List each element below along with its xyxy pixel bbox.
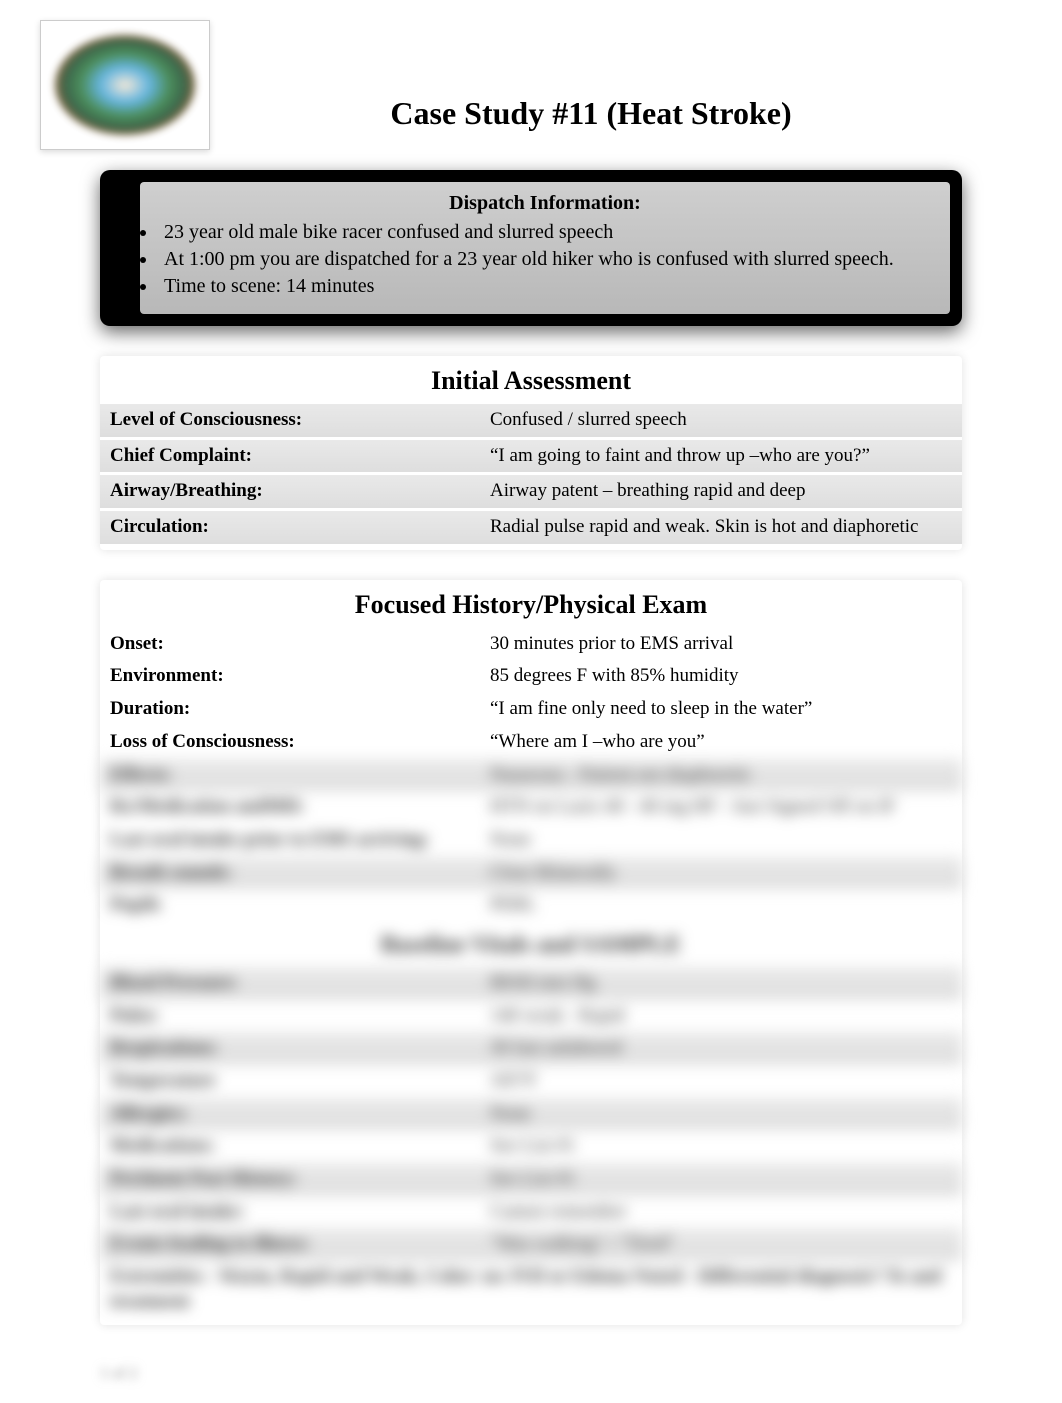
table-row: Airway/Breathing: Airway patent – breath… [100, 475, 962, 508]
page-footnote: 1 of 2 [100, 1365, 1022, 1383]
table-row: Level of Consciousness: Confused / slurr… [100, 404, 962, 437]
row-label: Respirations: [110, 1036, 490, 1061]
row-label: Circulation: [110, 515, 490, 540]
row-value: See List #1 [490, 1167, 952, 1192]
table-row: Blood Pressure: 88/60 mm Hg [100, 967, 962, 1000]
row-value: See List #1 [490, 1134, 952, 1159]
note-text: Extremities - Warm, Rapid and Weak, Colo… [110, 1265, 952, 1314]
dispatch-box: Dispatch Information: 23 year old male b… [100, 170, 962, 326]
row-value: Radial pulse rapid and weak. Skin is hot… [490, 515, 952, 540]
dispatch-item: 23 year old male bike racer confused and… [158, 219, 930, 246]
table-row: Events leading to illness: "Was walking"… [100, 1228, 962, 1261]
page-title: Case Study #11 (Heat Stroke) [160, 95, 1022, 132]
table-row: Circulation: Radial pulse rapid and weak… [100, 511, 962, 544]
note-row: Extremities - Warm, Rapid and Weak, Colo… [100, 1261, 962, 1318]
row-value: None [490, 1102, 952, 1127]
blurred-region: Effects: Nauseous - Patient not diaphore… [100, 759, 962, 1319]
dispatch-heading: Dispatch Information: [160, 192, 930, 215]
row-value: 105°F [490, 1069, 952, 1094]
row-label: Pupils [110, 893, 490, 918]
table-row: Effects: Nauseous - Patient not diaphore… [100, 759, 962, 792]
row-label: Loss of Consciousness: [110, 730, 490, 755]
row-value: Airway patent – breathing rapid and deep [490, 479, 952, 504]
row-label: Last oral intake: [110, 1200, 490, 1225]
table-row: Pertinent Past History: See List #1 [100, 1163, 962, 1196]
row-label: Duration: [110, 697, 490, 722]
row-label: Last oral intake prior to EMS arriving: [110, 828, 490, 853]
row-label: Blood Pressure: [110, 971, 490, 996]
table-row: Onset: 30 minutes prior to EMS arrival [100, 628, 962, 661]
table-row: Pupils PERL [100, 889, 962, 922]
row-value: “I am going to faint and throw up –who a… [490, 444, 952, 469]
table-row: Rx/Medication andMH: HTN on Lasix 40 - 4… [100, 791, 962, 824]
row-value: “I am fine only need to sleep in the wat… [490, 697, 952, 722]
dispatch-item: Time to scene: 14 minutes [158, 273, 930, 300]
row-value: Cannot remember [490, 1200, 952, 1225]
page-header: Case Study #11 (Heat Stroke) [40, 20, 1022, 150]
table-row: Respirations: 30 fast unlabored [100, 1032, 962, 1065]
table-row: Medications: See List #1 [100, 1130, 962, 1163]
table-row: Last oral intake: Cannot remember [100, 1196, 962, 1229]
dispatch-list: 23 year old male bike racer confused and… [134, 219, 930, 300]
logo-icon [55, 35, 195, 135]
table-row: Last oral intake prior to EMS arriving: … [100, 824, 962, 857]
vitals-heading: Baseline Vitals and SAMPLE [100, 922, 962, 967]
row-value: Clear Bilaterally [490, 861, 952, 886]
row-label: Effects: [110, 763, 490, 788]
row-value: 30 minutes prior to EMS arrival [490, 632, 952, 657]
table-row: Environment: 85 degrees F with 85% humid… [100, 660, 962, 693]
row-label: Rx/Medication andMH: [110, 795, 490, 820]
row-value: 30 fast unlabored [490, 1036, 952, 1061]
dispatch-inner: Dispatch Information: 23 year old male b… [140, 182, 950, 314]
row-label: Environment: [110, 664, 490, 689]
row-value: 88/60 mm Hg [490, 971, 952, 996]
row-label: Pulse: [110, 1004, 490, 1029]
row-label: Chief Complaint: [110, 444, 490, 469]
table-row: Breath sounds: Clear Bilaterally [100, 857, 962, 890]
initial-heading: Initial Assessment [100, 356, 962, 404]
row-value: None [490, 828, 952, 853]
row-value: 85 degrees F with 85% humidity [490, 664, 952, 689]
table-row: Loss of Consciousness: “Where am I –who … [100, 726, 962, 759]
table-row: Duration: “I am fine only need to sleep … [100, 693, 962, 726]
row-label: Events leading to illness: [110, 1232, 490, 1257]
row-value: Nauseous - Patient not diaphoretic [490, 763, 952, 788]
table-row: Pulse: 140 weak - Rapid [100, 1000, 962, 1033]
focused-heading: Focused History/Physical Exam [100, 580, 962, 628]
row-value: PERL [490, 893, 952, 918]
row-label: Pertinent Past History: [110, 1167, 490, 1192]
table-row: Allergies: None [100, 1098, 962, 1131]
row-value: “Where am I –who are you” [490, 730, 952, 755]
row-label: Allergies: [110, 1102, 490, 1127]
row-value: "Was walking" / "Tired" [490, 1232, 952, 1257]
row-label: Airway/Breathing: [110, 479, 490, 504]
dispatch-item: At 1:00 pm you are dispatched for a 23 y… [158, 246, 930, 273]
row-value: HTN on Lasix 40 - 40 mg HF - Just Signed… [490, 795, 952, 820]
initial-assessment-section: Initial Assessment Level of Consciousnes… [100, 356, 962, 550]
row-value: Confused / slurred speech [490, 408, 952, 433]
row-label: Level of Consciousness: [110, 408, 490, 433]
row-value: 140 weak - Rapid [490, 1004, 952, 1029]
table-row: Temperature 105°F [100, 1065, 962, 1098]
row-label: Temperature [110, 1069, 490, 1094]
row-label: Breath sounds: [110, 861, 490, 886]
table-row: Chief Complaint: “I am going to faint an… [100, 440, 962, 473]
row-label: Medications: [110, 1134, 490, 1159]
focused-history-section: Focused History/Physical Exam Onset: 30 … [100, 580, 962, 1325]
row-label: Onset: [110, 632, 490, 657]
